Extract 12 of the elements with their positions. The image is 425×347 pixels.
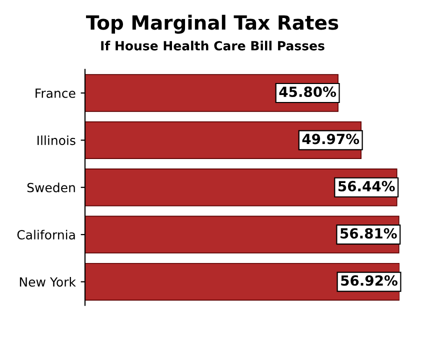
y-tick-label: France [36, 88, 76, 98]
data-label: 45.80% [279, 86, 336, 98]
y-tick-label: California [17, 230, 75, 240]
data-label: 49.97% [302, 134, 360, 144]
y-tick-label: Sweden [27, 182, 75, 192]
y-tick-label: New York [20, 277, 76, 287]
data-label: 56.44% [338, 180, 395, 192]
data-label: 56.92% [341, 275, 398, 286]
chart-title: Top Marginal Tax Rates [86, 14, 338, 34]
chart-subtitle: If House Health Care Bill Passes [101, 40, 324, 50]
y-tick-label: Illinois [38, 135, 76, 146]
data-label: 56.81% [340, 228, 397, 239]
